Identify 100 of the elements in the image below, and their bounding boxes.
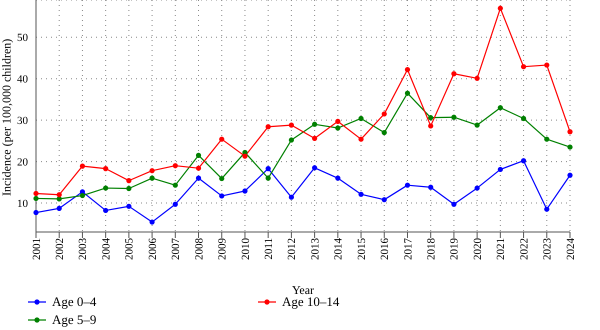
- point: [474, 185, 480, 191]
- point: [544, 206, 550, 212]
- legend-label: Age 10–14: [282, 294, 340, 310]
- point: [33, 190, 39, 196]
- x-tick-label: 2003: [77, 238, 90, 260]
- point: [196, 166, 202, 171]
- point: [335, 176, 340, 181]
- point: [103, 166, 108, 172]
- point: [219, 136, 224, 142]
- point: [382, 111, 387, 117]
- point: [288, 122, 294, 128]
- point: [56, 206, 62, 211]
- point: [404, 90, 410, 96]
- point: [335, 125, 340, 131]
- point: [219, 176, 224, 182]
- x-tick-label: 2008: [193, 238, 206, 260]
- x-tick-label: 2021: [495, 238, 508, 260]
- x-tick-label: 2020: [472, 238, 484, 260]
- point: [520, 116, 526, 122]
- point: [56, 192, 62, 198]
- x-tick-label: 2013: [309, 238, 322, 260]
- point: [382, 130, 387, 136]
- point: [149, 176, 155, 181]
- x-tick-label: 2024: [564, 238, 577, 260]
- point: [172, 202, 178, 207]
- point: [428, 184, 434, 190]
- y-tick-label: 50: [17, 32, 28, 44]
- point: [266, 176, 271, 181]
- point: [149, 219, 155, 225]
- point: [266, 124, 271, 130]
- point: [196, 152, 202, 158]
- point: [451, 202, 457, 207]
- x-tick-label: 2011: [262, 238, 275, 260]
- point: [428, 123, 434, 129]
- point: [544, 62, 550, 68]
- x-tick-label: 2016: [379, 238, 392, 260]
- point: [242, 154, 248, 159]
- point: [451, 114, 457, 120]
- point: [33, 196, 39, 202]
- point: [382, 197, 387, 202]
- x-tick-label: 2022: [518, 238, 530, 260]
- x-tick-label: 2007: [170, 238, 182, 260]
- point: [520, 158, 526, 164]
- point: [242, 188, 248, 194]
- point: [126, 178, 132, 184]
- point: [520, 64, 526, 70]
- point: [80, 164, 86, 169]
- point: [312, 136, 318, 141]
- point: [126, 204, 132, 209]
- point: [126, 186, 132, 192]
- x-tick-label: 2019: [448, 238, 461, 260]
- x-tick-label: 2010: [240, 238, 252, 260]
- point: [312, 165, 318, 170]
- point: [80, 192, 86, 198]
- x-tick-label: 2018: [426, 238, 438, 260]
- legend-label: Age 0–4: [52, 294, 96, 310]
- point: [498, 6, 503, 11]
- point: [474, 122, 480, 128]
- point: [172, 182, 178, 188]
- y-tick-label: 20: [17, 156, 28, 168]
- point: [312, 122, 318, 127]
- point: [149, 168, 155, 174]
- x-tick-label: 2012: [286, 238, 298, 260]
- x-tick-label: 2005: [124, 238, 136, 260]
- y-axis-title: Incidence (per 100,000 children): [0, 38, 14, 196]
- y-tick-label: 10: [17, 198, 28, 210]
- y-tick-label: 40: [17, 74, 28, 86]
- point: [451, 71, 457, 76]
- point: [33, 210, 39, 216]
- point: [335, 118, 340, 124]
- point: [544, 136, 550, 142]
- point: [428, 115, 434, 120]
- point: [358, 136, 364, 142]
- point: [567, 172, 573, 178]
- point: [172, 163, 178, 168]
- point: [288, 137, 294, 143]
- point: [103, 185, 108, 191]
- x-tick-label: 2015: [356, 238, 368, 260]
- y-tick-label: 30: [17, 115, 28, 128]
- x-tick-label: 2002: [54, 238, 66, 260]
- x-tick-label: 2014: [332, 238, 345, 260]
- x-tick-label: 2017: [402, 238, 414, 260]
- point: [103, 208, 108, 214]
- point: [474, 76, 480, 81]
- point: [404, 67, 410, 72]
- legend-label: Age 5–9: [52, 312, 96, 328]
- x-tick-label: 2004: [100, 238, 112, 260]
- point: [358, 116, 364, 122]
- point: [358, 192, 364, 197]
- point: [196, 176, 202, 181]
- point: [404, 182, 410, 188]
- point: [219, 193, 224, 199]
- point: [567, 144, 573, 150]
- x-tick-label: 2006: [146, 238, 159, 260]
- x-tick-label: 2023: [542, 238, 554, 260]
- point: [498, 105, 503, 110]
- x-tick-label: 2001: [30, 238, 43, 260]
- point: [498, 166, 503, 172]
- point: [288, 194, 294, 200]
- x-axis-title: Year: [292, 283, 314, 297]
